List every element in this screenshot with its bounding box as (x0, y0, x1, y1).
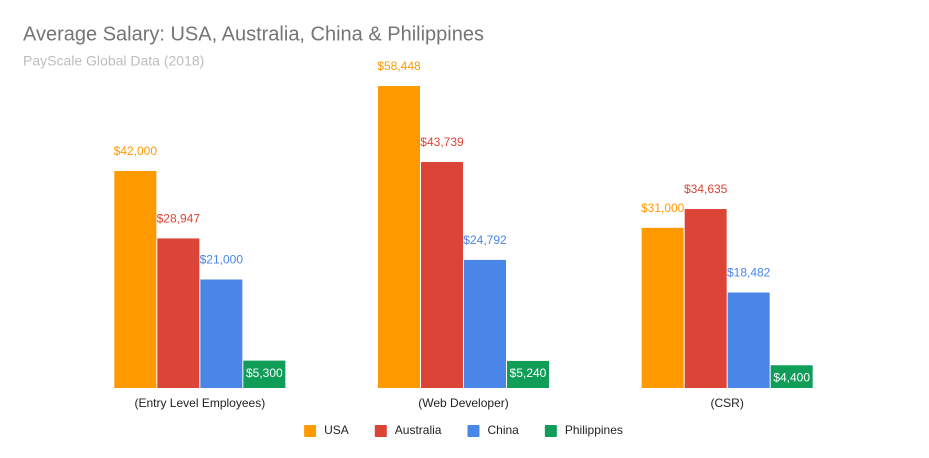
bar (727, 292, 770, 388)
data-label: $21,000 (200, 253, 244, 267)
x-tick-label: (CSR) (711, 396, 744, 410)
legend-label: Philippines (565, 423, 623, 437)
bar (157, 238, 200, 388)
bar (507, 360, 549, 388)
data-label: $4,400 (773, 370, 810, 384)
bar (114, 170, 157, 388)
data-label: $5,240 (510, 366, 547, 380)
x-tick-label: (Entry Level Employees) (134, 396, 265, 410)
legend-swatch (304, 425, 317, 437)
legend-label: Australia (395, 423, 442, 437)
legend-swatch (374, 425, 387, 437)
chart-subtitle: PayScale Global Data (2018) (23, 53, 204, 69)
data-label: $28,947 (157, 212, 201, 226)
bar (770, 365, 813, 388)
bar (464, 259, 506, 388)
legend-swatch (467, 425, 480, 437)
chart-title: Average Salary: USA, Australia, China & … (23, 23, 484, 45)
data-label: $42,000 (114, 144, 158, 158)
data-label: $34,635 (684, 182, 728, 196)
bar (684, 209, 727, 388)
legend-label: USA (324, 423, 349, 437)
data-label: $31,000 (641, 201, 685, 215)
bar (421, 162, 463, 388)
bar (200, 279, 243, 388)
legend-swatch (544, 425, 557, 437)
bar (378, 86, 420, 388)
legend-label: China (487, 423, 519, 437)
data-label: $58,448 (377, 59, 421, 73)
x-tick-label: (Web Developer) (418, 396, 508, 410)
data-label: $24,792 (463, 233, 507, 247)
data-label: $5,300 (246, 366, 283, 380)
bar (641, 227, 684, 388)
bar (243, 360, 286, 388)
data-label: $18,482 (727, 266, 771, 280)
data-label: $43,739 (420, 135, 464, 149)
